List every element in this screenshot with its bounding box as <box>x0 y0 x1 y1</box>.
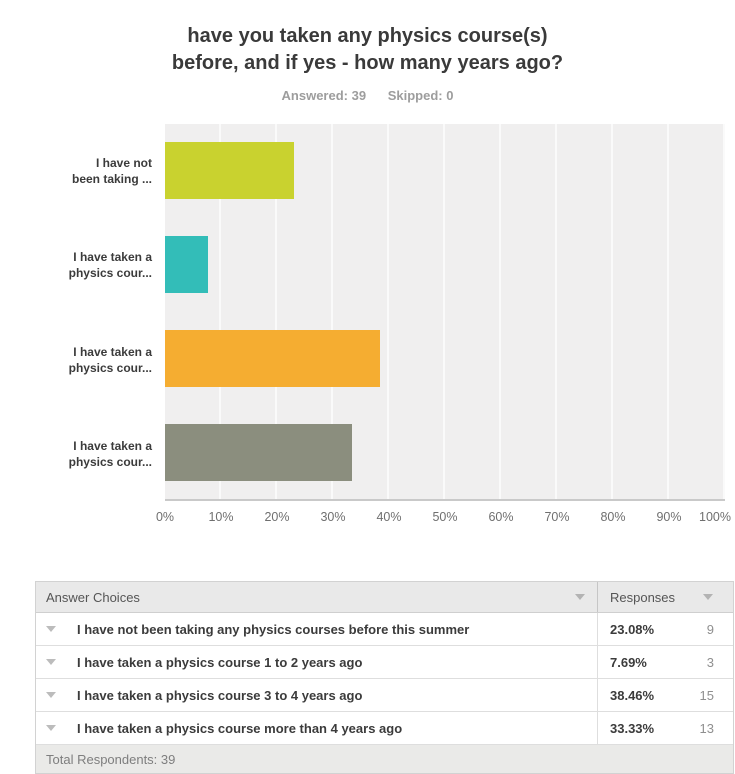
table-row: I have not been taking any physics cours… <box>36 613 733 646</box>
x-tick: 0% <box>155 510 175 524</box>
row-expand-arrow-icon[interactable] <box>46 626 56 632</box>
answer-choice-text: I have taken a physics course 3 to 4 yea… <box>77 687 363 703</box>
x-tick: 30% <box>320 510 346 524</box>
bar-band <box>165 218 725 312</box>
row-expand-arrow-icon[interactable] <box>46 725 56 731</box>
chart-plot-area <box>165 124 725 501</box>
responses-header[interactable]: Responses <box>598 582 733 612</box>
row-expand-arrow-icon[interactable] <box>46 692 56 698</box>
x-tick: 50% <box>432 510 458 524</box>
response-percent: 38.46% <box>610 687 655 703</box>
chart-x-axis: 0% 10% 20% 30% 40% 50% 60% 70% 80% 90% 1… <box>156 501 731 529</box>
response-count: 15 <box>699 687 714 703</box>
results-table: Answer Choices Responses I have not been… <box>35 581 734 774</box>
y-axis-label: I have taken a physics cour... <box>68 438 152 469</box>
answer-choice-text: I have taken a physics course 1 to 2 yea… <box>77 654 363 670</box>
y-axis-label: I have not been taking ... <box>71 156 152 187</box>
question-title-line2: before, and if yes - how many years ago? <box>171 52 564 74</box>
answer-choice-cell: I have taken a physics course 3 to 4 yea… <box>36 679 598 711</box>
response-count: 3 <box>706 654 714 670</box>
x-tick: 20% <box>264 510 290 524</box>
question-title: have you taken any physics course(s) bef… <box>0 0 735 77</box>
y-axis-label: I have taken a physics cour... <box>68 344 152 375</box>
response-percent: 23.08% <box>610 621 655 637</box>
sort-arrow-icon[interactable] <box>703 594 713 600</box>
response-percent: 7.69% <box>610 654 647 670</box>
x-tick: 70% <box>544 510 570 524</box>
response-count: 9 <box>706 621 714 637</box>
answer-choice-text: I have not been taking any physics cours… <box>77 621 470 637</box>
bar-band <box>165 312 725 406</box>
bar-1-2-years <box>165 236 209 294</box>
responses-header-label: Responses <box>610 589 676 605</box>
answered-count: Answered: 39 <box>281 88 367 103</box>
answer-choices-header-label: Answer Choices <box>46 589 140 605</box>
skipped-count: Skipped: 0 <box>387 88 454 103</box>
row-expand-arrow-icon[interactable] <box>46 659 56 665</box>
responses-cell: 23.08% 9 <box>598 613 733 645</box>
sort-arrow-icon[interactable] <box>575 594 585 600</box>
bar-band <box>165 405 725 499</box>
total-respondents: Total Respondents: 39 <box>46 751 176 767</box>
bar-chart: I have not been taking ... I have taken … <box>0 124 735 529</box>
bar-3-4-years <box>165 329 381 387</box>
x-tick: 40% <box>376 510 402 524</box>
x-tick: 10% <box>208 510 234 524</box>
answer-choices-header[interactable]: Answer Choices <box>36 582 598 612</box>
chart-y-axis-labels: I have not been taking ... I have taken … <box>0 124 165 501</box>
bar-not-taken <box>165 142 295 200</box>
responses-cell: 33.33% 13 <box>598 712 733 744</box>
response-count: 13 <box>699 720 714 736</box>
question-title-line1: have you taken any physics course(s) <box>187 25 548 47</box>
bar-more-4-years <box>165 423 352 481</box>
table-row: I have taken a physics course 3 to 4 yea… <box>36 679 733 712</box>
x-tick: 90% <box>656 510 682 524</box>
responses-cell: 38.46% 15 <box>598 679 733 711</box>
table-row: I have taken a physics course more than … <box>36 712 733 745</box>
table-row: I have taken a physics course 1 to 2 yea… <box>36 646 733 679</box>
bar-band <box>165 124 725 218</box>
y-axis-label: I have taken a physics cour... <box>68 250 152 281</box>
x-tick: 80% <box>600 510 626 524</box>
responses-cell: 7.69% 3 <box>598 646 733 678</box>
table-footer: Total Respondents: 39 <box>36 745 733 773</box>
table-header-row: Answer Choices Responses <box>36 582 733 613</box>
response-percent: 33.33% <box>610 720 655 736</box>
answer-choice-cell: I have taken a physics course more than … <box>36 712 598 744</box>
x-tick: 100% <box>699 510 731 524</box>
x-tick: 60% <box>488 510 514 524</box>
answer-choice-cell: I have taken a physics course 1 to 2 yea… <box>36 646 598 678</box>
answer-choice-cell: I have not been taking any physics cours… <box>36 613 598 645</box>
answer-choice-text: I have taken a physics course more than … <box>77 720 403 736</box>
answer-stats: Answered: 39 Skipped: 0 <box>0 88 735 103</box>
